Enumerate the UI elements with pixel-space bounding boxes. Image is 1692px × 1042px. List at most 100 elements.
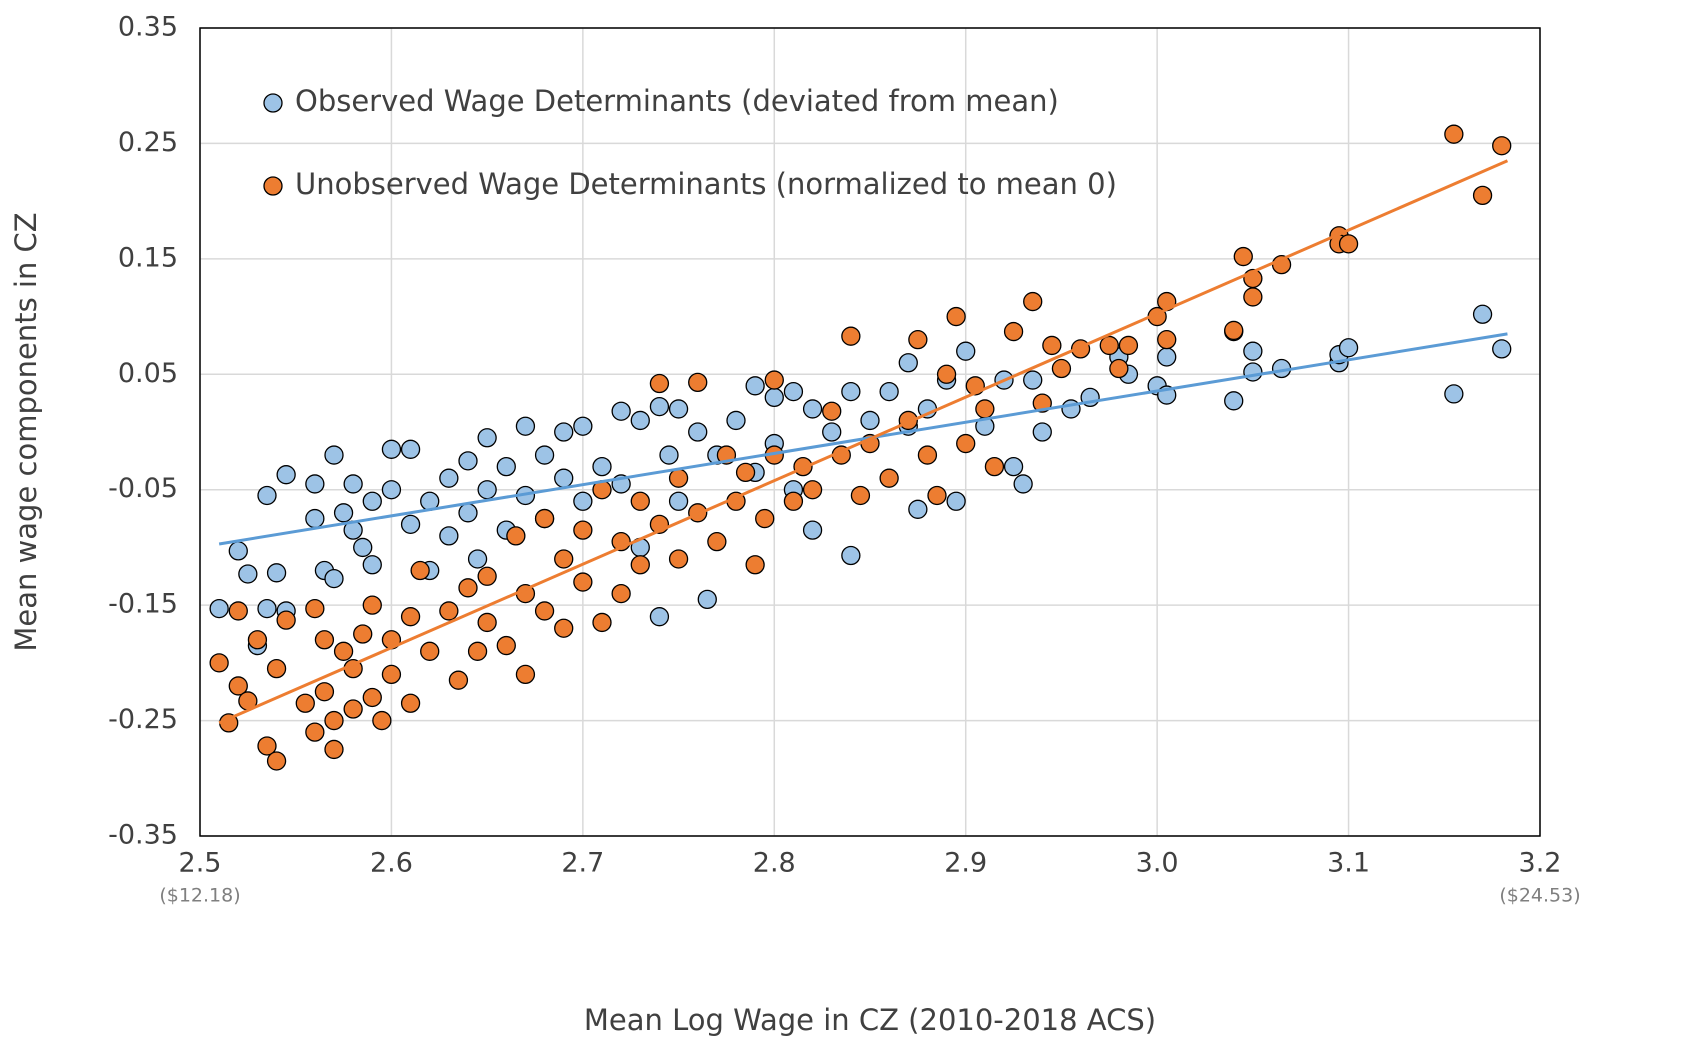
point [879, 468, 899, 488]
point [1224, 320, 1244, 341]
y-tick-label: 0.35 [118, 12, 178, 43]
y-tick-label: 0.15 [118, 242, 178, 273]
point [477, 566, 497, 586]
x-tick-label: 2.7 [561, 848, 604, 879]
point [707, 532, 727, 552]
point [898, 353, 918, 373]
point [917, 445, 938, 465]
point [735, 462, 756, 483]
x-tick-label: 3.2 [1519, 848, 1562, 879]
point [668, 491, 689, 511]
point [1233, 246, 1253, 267]
point [1003, 456, 1024, 477]
point [956, 341, 976, 361]
point [458, 578, 478, 598]
point [515, 664, 536, 685]
point [649, 373, 670, 394]
point [314, 682, 335, 702]
point [381, 480, 402, 500]
point [764, 387, 784, 408]
point [841, 381, 861, 402]
point [362, 555, 382, 575]
point [448, 670, 469, 690]
point [439, 526, 459, 546]
point [745, 555, 765, 575]
point [927, 485, 947, 506]
point [688, 422, 708, 442]
point [1472, 304, 1493, 324]
point [668, 399, 689, 419]
point [228, 541, 248, 561]
point [1157, 330, 1177, 350]
point [1444, 384, 1464, 404]
point [1109, 358, 1129, 379]
point [745, 376, 765, 396]
point [984, 456, 1005, 477]
point [1023, 370, 1043, 390]
point [1051, 358, 1072, 379]
point [534, 508, 555, 529]
point [496, 456, 516, 477]
y-tick-label: -0.25 [108, 704, 178, 735]
point [783, 381, 804, 402]
point [362, 595, 382, 615]
point [1492, 339, 1512, 359]
point [477, 612, 497, 633]
point [879, 381, 899, 402]
point [477, 428, 497, 448]
legend-marker [263, 93, 283, 113]
point [372, 710, 392, 731]
y-tick-label: -0.05 [108, 473, 178, 504]
plot-frame [199, 27, 1541, 837]
point [554, 468, 574, 488]
point [1224, 391, 1244, 411]
point [668, 468, 689, 488]
point [362, 687, 382, 708]
point [802, 399, 823, 419]
point [649, 396, 670, 417]
point [1118, 335, 1139, 356]
y-tick-label: -0.35 [108, 820, 178, 851]
point [1338, 234, 1359, 254]
point [1243, 341, 1263, 361]
point [630, 410, 650, 431]
point [841, 326, 861, 346]
point [936, 364, 957, 384]
trend-line [218, 332, 1508, 546]
point [458, 503, 478, 523]
point [946, 306, 966, 327]
point [822, 401, 842, 421]
point [333, 503, 354, 523]
x-tick-label: 2.5 [179, 848, 222, 879]
point [573, 572, 593, 592]
point [1243, 362, 1263, 382]
point [908, 330, 928, 350]
x-tick-label: 2.8 [753, 848, 796, 879]
point [783, 491, 804, 511]
point [611, 401, 631, 421]
point [257, 736, 277, 756]
point [1099, 335, 1119, 356]
point [802, 480, 823, 500]
point [305, 474, 325, 494]
x-tick-note: ($24.53) [1499, 885, 1580, 907]
point [802, 520, 823, 540]
point [238, 564, 258, 584]
point [420, 641, 440, 661]
point [324, 739, 344, 760]
point [554, 549, 574, 569]
point [305, 598, 325, 619]
point [324, 710, 344, 731]
y-axis-title: Mean wage components in CZ [9, 212, 43, 651]
point [975, 399, 995, 419]
point [439, 601, 459, 621]
point [850, 485, 871, 506]
point [343, 474, 363, 494]
point [841, 545, 861, 566]
point [554, 422, 574, 442]
y-tick-label: 0.05 [118, 358, 178, 389]
point [305, 722, 325, 742]
point [333, 641, 354, 661]
point [400, 439, 421, 459]
point [1003, 321, 1024, 342]
